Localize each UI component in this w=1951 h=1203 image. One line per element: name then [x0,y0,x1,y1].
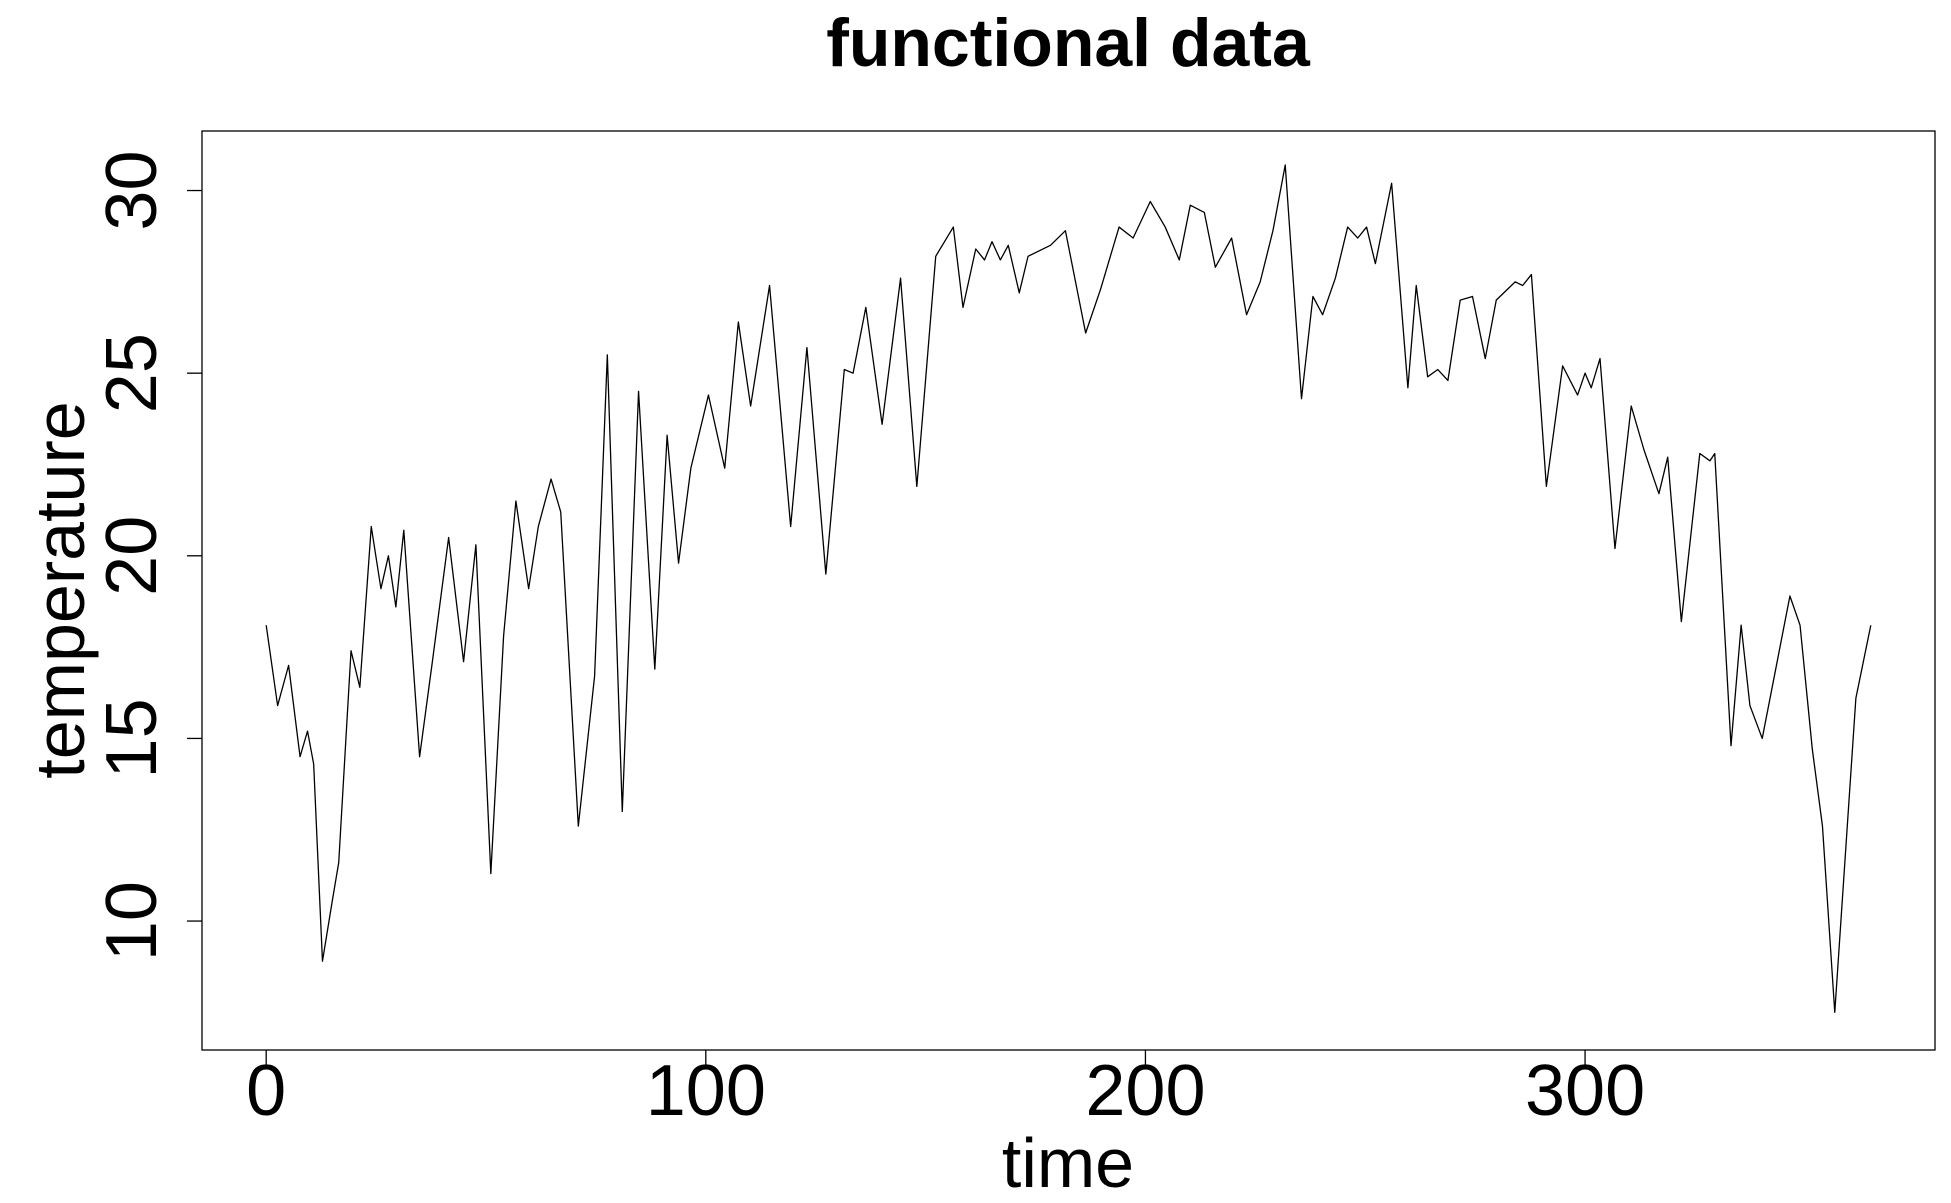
x-axis-label: time [1002,1124,1134,1198]
data-line [265,164,1872,1014]
y-tick-label: 30 [92,150,172,230]
x-tick-label: 0 [246,1051,286,1131]
y-tick-label: 20 [92,516,172,596]
y-axis-label: temperature [21,401,99,778]
x-tick-label: 300 [1525,1051,1645,1131]
x-tick-label: 200 [1085,1051,1205,1131]
y-tick-label: 25 [92,333,172,413]
x-tick-label: 100 [646,1051,766,1131]
plot-frame [201,130,1936,1051]
y-tick-label: 15 [92,698,172,778]
y-tick-label: 10 [92,881,172,961]
chart-title: functional data [826,5,1311,81]
